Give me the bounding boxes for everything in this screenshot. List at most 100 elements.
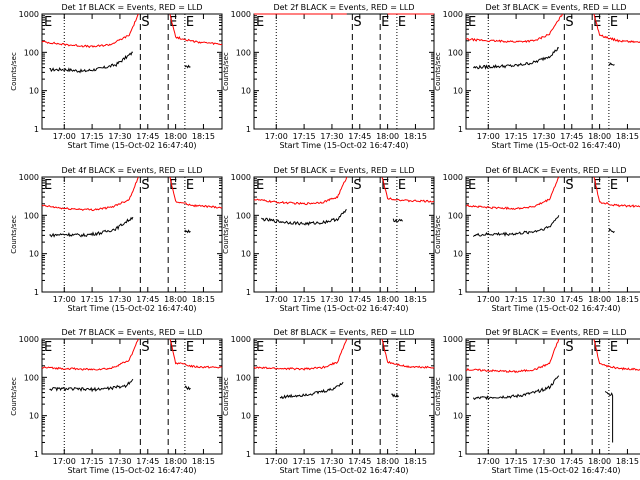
x-tick-label: 18:15 bbox=[192, 457, 215, 466]
x-tick-label: 17:15 bbox=[81, 132, 104, 141]
marker-label-S: S bbox=[565, 15, 573, 30]
y-tick-label: 1 bbox=[34, 125, 39, 134]
marker-label-S: S bbox=[353, 178, 361, 193]
x-tick-label: 17:30 bbox=[320, 295, 343, 304]
x-tick-label: 17:00 bbox=[265, 295, 288, 304]
marker-label-E: E bbox=[169, 15, 177, 30]
plot-frame bbox=[465, 176, 640, 293]
panel-det-8: Det 8f BLACK = Events, RED = LLD 1 10 100 10… bbox=[222, 328, 435, 475]
x-tick-label: 18:00 bbox=[588, 132, 611, 141]
x-tick-label: 17:15 bbox=[81, 295, 104, 304]
x-tick-label: 17:45 bbox=[560, 132, 583, 141]
panel-title: Det 8f BLACK = Events, RED = LLD bbox=[273, 328, 414, 337]
y-tick-label: 100 bbox=[24, 211, 39, 220]
x-tick-label: 18:00 bbox=[376, 132, 399, 141]
x-axis-label: Start Time (15-Oct-02 16:47:40) bbox=[491, 304, 620, 313]
y-tick-label: 1 bbox=[458, 125, 463, 134]
marker-label-S: S bbox=[141, 15, 149, 30]
y-tick-label: 10 bbox=[29, 250, 39, 259]
y-tick-label: 1000 bbox=[231, 10, 251, 19]
panel-title: Det 9f BLACK = Events, RED = LLD bbox=[485, 328, 626, 337]
corner-label: E bbox=[256, 340, 264, 355]
corner-label: E bbox=[256, 15, 264, 30]
lld-series-line bbox=[593, 339, 640, 371]
lld-series-line bbox=[465, 13, 563, 43]
x-tick-label: 17:45 bbox=[560, 295, 583, 304]
marker-label-E: E bbox=[381, 340, 389, 355]
x-tick-label: 17:30 bbox=[108, 295, 131, 304]
y-axis-label: Counts/sec bbox=[10, 215, 18, 254]
y-tick-label: 1000 bbox=[443, 335, 463, 344]
x-tick-label: 17:00 bbox=[477, 457, 500, 466]
y-tick-label: 10 bbox=[29, 87, 39, 96]
marker-label-E: E bbox=[186, 15, 194, 30]
lld-series-line bbox=[41, 338, 139, 371]
marker-label-E: E bbox=[593, 15, 601, 30]
y-axis-label: Counts/sec bbox=[434, 215, 442, 254]
events-series-line bbox=[49, 216, 134, 238]
events-series-line bbox=[472, 375, 560, 401]
marker-label-E: E bbox=[169, 178, 177, 193]
y-tick-label: 100 bbox=[236, 211, 251, 220]
y-tick-label: 10 bbox=[241, 412, 251, 421]
y-tick-label: 1000 bbox=[231, 335, 251, 344]
y-tick-label: 100 bbox=[24, 373, 39, 382]
panel-title: Det 6f BLACK = Events, RED = LLD bbox=[485, 166, 626, 175]
x-tick-label: 17:15 bbox=[293, 295, 316, 304]
panel-det-5: Det 5f BLACK = Events, RED = LLD 1 10 100 10… bbox=[222, 166, 435, 313]
panel-title: Det 5f BLACK = Events, RED = LLD bbox=[273, 166, 414, 175]
panel-det-1: Det 1f BLACK = Events, RED = LLD 1 10 100 10… bbox=[10, 3, 223, 150]
lld-series-line bbox=[169, 14, 223, 46]
events-series-line bbox=[279, 381, 344, 400]
y-tick-label: 100 bbox=[448, 211, 463, 220]
marker-label-E: E bbox=[381, 178, 389, 193]
marker-label-E: E bbox=[593, 178, 601, 193]
x-tick-label: 18:15 bbox=[404, 295, 427, 304]
marker-label-E: E bbox=[186, 340, 194, 355]
x-tick-label: 17:45 bbox=[348, 457, 371, 466]
corner-label: E bbox=[468, 15, 476, 30]
panel-title: Det 4f BLACK = Events, RED = LLD bbox=[61, 166, 202, 175]
plot-frame bbox=[465, 13, 640, 130]
x-tick-label: 18:15 bbox=[616, 132, 639, 141]
x-axis-label: Start Time (15-Oct-02 16:47:40) bbox=[67, 304, 196, 313]
x-axis-label: Start Time (15-Oct-02 16:47:40) bbox=[67, 141, 196, 150]
x-axis-label: Start Time (15-Oct-02 16:47:40) bbox=[279, 304, 408, 313]
y-tick-label: 1000 bbox=[19, 173, 39, 182]
x-tick-label: 18:15 bbox=[404, 132, 427, 141]
marker-label-S: S bbox=[565, 340, 573, 355]
events-series-line bbox=[261, 209, 347, 226]
marker-label-S: S bbox=[141, 178, 149, 193]
marker-label-E: E bbox=[610, 340, 618, 355]
panel-title: Det 1f BLACK = Events, RED = LLD bbox=[61, 3, 202, 12]
y-axis-label: Counts/sec bbox=[222, 52, 230, 91]
events-series-line bbox=[184, 229, 191, 234]
lld-series-line bbox=[41, 13, 139, 49]
x-tick-label: 17:30 bbox=[108, 132, 131, 141]
marker-label-S: S bbox=[141, 340, 149, 355]
marker-label-E: E bbox=[398, 178, 406, 193]
y-tick-label: 100 bbox=[24, 48, 39, 57]
lld-series-line bbox=[253, 176, 348, 206]
x-tick-label: 18:00 bbox=[164, 132, 187, 141]
marker-label-E: E bbox=[593, 340, 601, 355]
x-tick-label: 17:00 bbox=[53, 457, 76, 466]
corner-label: E bbox=[44, 15, 52, 30]
x-tick-label: 17:30 bbox=[108, 457, 131, 466]
events-series-line bbox=[49, 378, 134, 393]
marker-label-E: E bbox=[381, 15, 389, 30]
panel-title: Det 3f BLACK = Events, RED = LLD bbox=[485, 3, 626, 12]
x-tick-label: 18:15 bbox=[192, 132, 215, 141]
x-tick-label: 18:00 bbox=[164, 457, 187, 466]
x-axis-label: Start Time (15-Oct-02 16:47:40) bbox=[279, 141, 408, 150]
y-tick-label: 100 bbox=[448, 373, 463, 382]
events-series-line bbox=[391, 393, 400, 398]
x-tick-label: 17:15 bbox=[505, 457, 528, 466]
events-series-line bbox=[608, 62, 615, 66]
y-axis-label: Counts/sec bbox=[222, 215, 230, 254]
y-tick-label: 1 bbox=[458, 288, 463, 297]
plot-frame bbox=[41, 176, 223, 293]
events-series-line bbox=[473, 215, 560, 238]
events-series-line bbox=[184, 385, 191, 391]
